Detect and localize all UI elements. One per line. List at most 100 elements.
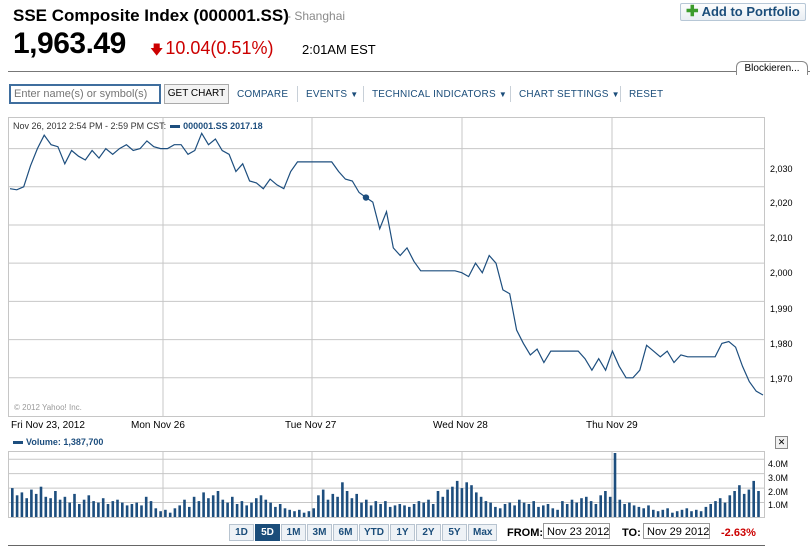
volume-bar [513, 505, 516, 517]
volume-bar [398, 504, 402, 517]
reset-button[interactable]: RESET [629, 89, 663, 100]
volume-bar [379, 504, 382, 517]
volume-bar [422, 502, 425, 517]
volume-bar [211, 495, 215, 517]
volume-bar [183, 499, 186, 517]
volume-bar [259, 495, 263, 517]
events-menu[interactable]: EVENTS ▼ [306, 89, 358, 100]
volume-bar [412, 504, 416, 517]
volume-bar [666, 508, 669, 517]
volume-bar [178, 505, 181, 517]
volume-bar [575, 502, 578, 517]
volume-bar [58, 499, 62, 517]
volume-bar [365, 499, 368, 517]
range-button-2y[interactable]: 2Y [416, 524, 441, 541]
y-tick-label: 2,020 [770, 198, 793, 208]
volume-bar [431, 504, 435, 517]
volume-bar [465, 482, 468, 517]
volume-bar [307, 511, 311, 517]
volume-bar [599, 495, 602, 517]
volume-bar [63, 496, 67, 517]
volume-bar [537, 506, 540, 517]
volume-bar [455, 480, 459, 517]
range-button-1d[interactable]: 1D [229, 524, 254, 541]
range-button-ytd[interactable]: YTD [359, 524, 389, 541]
volume-bar [723, 502, 727, 517]
y-tick-label: 2,000 [770, 268, 793, 278]
volume-bar [278, 504, 282, 517]
volume-bar [326, 499, 330, 517]
to-label: TO: [622, 527, 641, 539]
volume-bar [121, 502, 124, 517]
legend-series: 000001.SS 2017.18 [183, 121, 263, 131]
volume-bar [269, 502, 272, 517]
volume-bar [671, 512, 674, 517]
from-date-input[interactable]: Nov 23 2012 [543, 523, 610, 539]
volume-bar [656, 511, 660, 517]
price-legend: Nov 26, 2012 2:54 PM - 2:59 PM CST: 00000… [13, 121, 263, 131]
price-change: 🡇 10.04(0.51%) [150, 38, 273, 63]
volume-bar [704, 506, 708, 517]
volume-bar [235, 504, 239, 517]
range-button-max[interactable]: Max [468, 524, 498, 541]
toolbar-separator [620, 86, 621, 102]
range-button-5y[interactable]: 5Y [442, 524, 467, 541]
range-button-3m[interactable]: 3M [307, 524, 332, 541]
range-button-1y[interactable]: 1Y [390, 524, 415, 541]
volume-bar [78, 504, 81, 517]
volume-bar [594, 504, 598, 517]
volume-bar [718, 498, 722, 517]
volume-bar [479, 496, 483, 517]
volume-bar [685, 508, 689, 517]
chart-settings-menu[interactable]: CHART SETTINGS ▼ [519, 89, 620, 100]
volume-bar [403, 505, 406, 517]
get-chart-button[interactable]: GET CHART [164, 84, 229, 104]
volume-bar [188, 506, 191, 517]
volume-bar [675, 511, 679, 517]
volume-chart-frame[interactable] [8, 451, 765, 518]
volume-bar [116, 499, 119, 517]
compare-menu[interactable]: COMPARE [237, 89, 288, 100]
volume-bar [733, 491, 736, 517]
change-value: 10.04 [165, 38, 211, 58]
volume-bar [680, 509, 684, 517]
volume-bar [92, 501, 95, 517]
volume-bar [589, 501, 593, 517]
range-button-5d[interactable]: 5D [255, 524, 280, 541]
volume-bar [336, 496, 339, 517]
add-to-portfolio-button[interactable]: ✚ Add to Portfolio [680, 3, 806, 21]
volume-bar [527, 504, 531, 517]
volume-bar [494, 506, 497, 517]
x-tick-label: Fri Nov 23, 2012 [11, 420, 85, 431]
volume-bar [250, 502, 253, 517]
volume-bar [350, 498, 354, 517]
volume-bar [87, 495, 91, 517]
volume-bar [623, 504, 626, 517]
caret-down-icon: ▼ [611, 90, 620, 99]
technical-indicators-menu[interactable]: TECHNICAL INDICATORS ▼ [372, 89, 507, 100]
header-divider [8, 71, 810, 72]
to-date-input[interactable]: Nov 29 2012 [643, 523, 710, 539]
range-button-1m[interactable]: 1M [281, 524, 306, 541]
volume-bar [484, 501, 488, 517]
volume-bar [408, 506, 411, 517]
volume-bar [699, 511, 703, 517]
volume-bar [561, 501, 564, 517]
volume-bar [34, 493, 38, 517]
volume-bar [111, 501, 115, 517]
volume-bar [695, 509, 698, 517]
volume-bar [245, 505, 248, 517]
price-chart-frame[interactable] [8, 117, 765, 417]
volume-bar [489, 502, 492, 517]
close-volume-icon[interactable]: ✕ [775, 436, 788, 449]
volume-bar [436, 491, 440, 517]
symbol-search-input[interactable] [9, 84, 161, 104]
volume-bar [728, 495, 732, 517]
volume-bar [321, 489, 325, 517]
range-button-6m[interactable]: 6M [333, 524, 358, 541]
volume-bar [164, 509, 167, 517]
blockieren-tab[interactable]: Blockieren... [736, 61, 808, 75]
volume-bar [130, 504, 134, 517]
